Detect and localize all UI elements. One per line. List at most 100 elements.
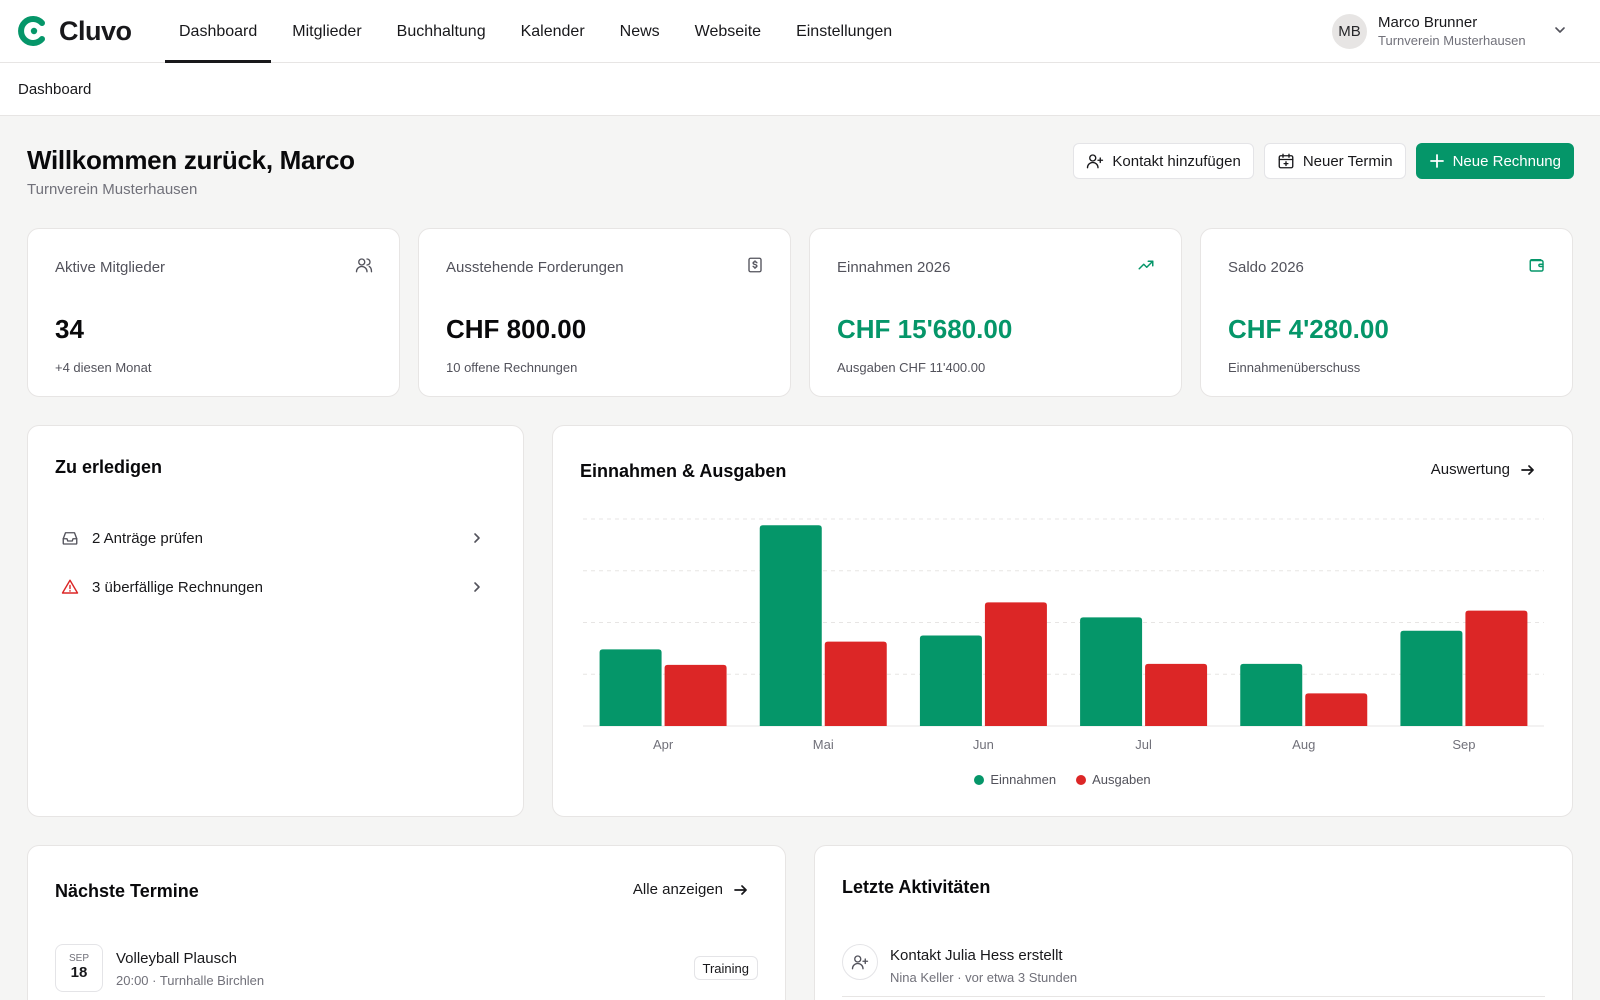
events-card: Nächste Termine Alle anzeigen SEP 18 Vol… <box>27 845 786 1000</box>
breadcrumb: Dashboard <box>18 81 92 98</box>
stat-label: Ausstehende Forderungen <box>446 259 624 276</box>
show-all-events-link[interactable]: Alle anzeigen <box>633 881 749 898</box>
events-title: Nächste Termine <box>55 881 199 901</box>
receipt-icon <box>748 257 762 273</box>
trending-up-icon <box>1138 260 1154 270</box>
event-type-badge: Training <box>693 956 758 980</box>
stat-card-income[interactable]: Einnahmen 2026 CHF 15'680.00 Ausgaben CH… <box>809 228 1182 397</box>
nav-item-accounting[interactable]: Buchhaltung <box>396 22 486 40</box>
user-org: Turnverein Musterhausen <box>1378 33 1526 48</box>
main-nav: Dashboard Mitglieder Buchhaltung Kalende… <box>165 0 913 63</box>
nav-item-news[interactable]: News <box>619 22 660 40</box>
legend-label-expenses: Ausgaben <box>1092 772 1151 787</box>
income-expense-chart: Apr Mai Jun Jul Aug Sep <box>583 518 1544 752</box>
users-icon <box>355 258 373 273</box>
logo-icon <box>18 16 45 46</box>
activity-title: Kontakt Julia Hess erstellt <box>890 947 1063 964</box>
breadcrumb-bar: Dashboard <box>0 63 1600 116</box>
new-event-button[interactable]: Neuer Termin <box>1263 143 1406 179</box>
logo-text: Cluvo <box>59 15 132 46</box>
legend-dot-expenses <box>1076 774 1087 785</box>
event-month: SEP <box>68 953 89 964</box>
stat-label: Aktive Mitglieder <box>55 259 166 276</box>
activity-icon <box>842 944 878 980</box>
todo-item-overdue-invoices[interactable]: 3 überfällige Rechnungen <box>61 572 484 602</box>
legend-dot-income <box>974 774 985 785</box>
show-all-label: Alle anzeigen <box>632 881 723 898</box>
stat-sub: Ausgaben CHF 11'400.00 <box>837 360 986 375</box>
todo-card: Zu erledigen 2 Anträge prüfen 3 überfäll… <box>27 425 524 817</box>
nav-item-calendar[interactable]: Kalender <box>520 22 585 40</box>
nav-item-website[interactable]: Webseite <box>694 22 762 40</box>
x-tick-label: Apr <box>653 737 674 752</box>
top-navigation: Cluvo Dashboard Mitglieder Buchhaltung K… <box>0 0 1600 63</box>
bar-expenses-apr[interactable] <box>664 664 727 726</box>
x-tick-label: Jun <box>973 737 994 752</box>
event-date: SEP 18 <box>55 944 103 992</box>
stat-value: 34 <box>55 314 84 344</box>
event-day: 18 <box>70 964 88 981</box>
activities-title: Letzte Aktivitäten <box>842 877 991 897</box>
chevron-right-icon <box>474 533 480 543</box>
wallet-icon <box>1529 259 1544 272</box>
chevron-down-icon[interactable] <box>1553 23 1567 37</box>
nav-item-members[interactable]: Mitglieder <box>292 22 362 40</box>
evaluation-link[interactable]: Auswertung <box>1431 461 1536 478</box>
bar-expenses-aug[interactable] <box>1305 693 1368 726</box>
chart-grid <box>583 518 1544 727</box>
nav-item-settings[interactable]: Einstellungen <box>796 22 893 40</box>
new-event-label: Neuer Termin <box>1302 152 1393 170</box>
chart-legend: Einnahmen Ausgaben <box>553 772 1572 787</box>
stat-sub: Einnahmenüberschuss <box>1228 360 1361 375</box>
legend-item-expenses: Ausgaben <box>1076 772 1151 787</box>
activities-card: Letzte Aktivitäten Kontakt Julia Hess er… <box>814 845 1573 1000</box>
arrow-right-icon <box>1521 464 1534 475</box>
stat-card-members[interactable]: Aktive Mitglieder 34 +4 diesen Monat <box>27 228 400 397</box>
event-meta: 20:00 · Turnhalle Birchlen <box>116 973 265 988</box>
todo-item-applications[interactable]: 2 Anträge prüfen <box>61 523 484 553</box>
legend-item-income: Einnahmen <box>974 772 1056 787</box>
todo-title: Zu erledigen <box>55 457 163 477</box>
x-tick-label: Mai <box>813 737 834 752</box>
new-invoice-label: Neue Rechnung <box>1452 152 1561 170</box>
stat-card-balance[interactable]: Saldo 2026 CHF 4'280.00 Einnahmenübersch… <box>1200 228 1573 397</box>
todo-label: 3 überfällige Rechnungen <box>92 578 263 596</box>
user-plus-icon <box>1087 154 1104 169</box>
new-invoice-button[interactable]: Neue Rechnung <box>1415 143 1574 179</box>
event-title[interactable]: Volleyball Plausch <box>116 950 237 967</box>
user-menu[interactable]: MB Marco Brunner Turnverein Musterhausen <box>1332 14 1526 49</box>
page-subtitle: Turnverein Musterhausen <box>27 181 198 198</box>
divider <box>842 996 1545 997</box>
user-info: Marco Brunner Turnverein Musterhausen <box>1378 14 1526 49</box>
inbox-icon <box>62 532 78 545</box>
stat-card-receivables[interactable]: Ausstehende Forderungen CHF 800.00 10 of… <box>418 228 791 397</box>
add-contact-button[interactable]: Kontakt hinzufügen <box>1073 143 1254 179</box>
bar-expenses-jul[interactable] <box>1145 663 1208 726</box>
chart-bars <box>599 525 1528 726</box>
add-contact-label: Kontakt hinzufügen <box>1112 152 1241 170</box>
avatar: MB <box>1332 14 1367 49</box>
legend-label-income: Einnahmen <box>990 772 1057 787</box>
stat-value: CHF 4'280.00 <box>1228 314 1389 344</box>
bar-income-jul[interactable] <box>1080 617 1143 726</box>
stat-label: Saldo 2026 <box>1228 259 1304 276</box>
nav-item-dashboard[interactable]: Dashboard <box>165 0 272 63</box>
bar-income-mai[interactable] <box>759 525 822 726</box>
chart-card: Einnahmen & Ausgaben Auswertung Apr Mai Ju… <box>552 425 1573 817</box>
bar-income-aug[interactable] <box>1240 663 1303 726</box>
stat-value: CHF 15'680.00 <box>837 314 1013 344</box>
x-tick-label: Sep <box>1452 737 1475 752</box>
page-title: Willkommen zurück, Marco <box>27 145 355 175</box>
alert-triangle-icon <box>61 579 79 594</box>
stat-sub: +4 diesen Monat <box>55 360 152 375</box>
user-plus-icon <box>851 955 869 970</box>
header-actions: Kontakt hinzufügen Neuer Termin Neue Rec… <box>1073 143 1574 179</box>
bar-expenses-jun[interactable] <box>984 602 1047 726</box>
bar-income-apr[interactable] <box>599 649 662 726</box>
bar-income-sep[interactable] <box>1400 630 1463 726</box>
calendar-plus-icon <box>1278 153 1294 169</box>
bar-income-jun[interactable] <box>919 635 982 726</box>
bar-expenses-mai[interactable] <box>824 641 887 726</box>
bar-expenses-sep[interactable] <box>1465 610 1528 726</box>
logo[interactable]: Cluvo <box>17 15 132 47</box>
